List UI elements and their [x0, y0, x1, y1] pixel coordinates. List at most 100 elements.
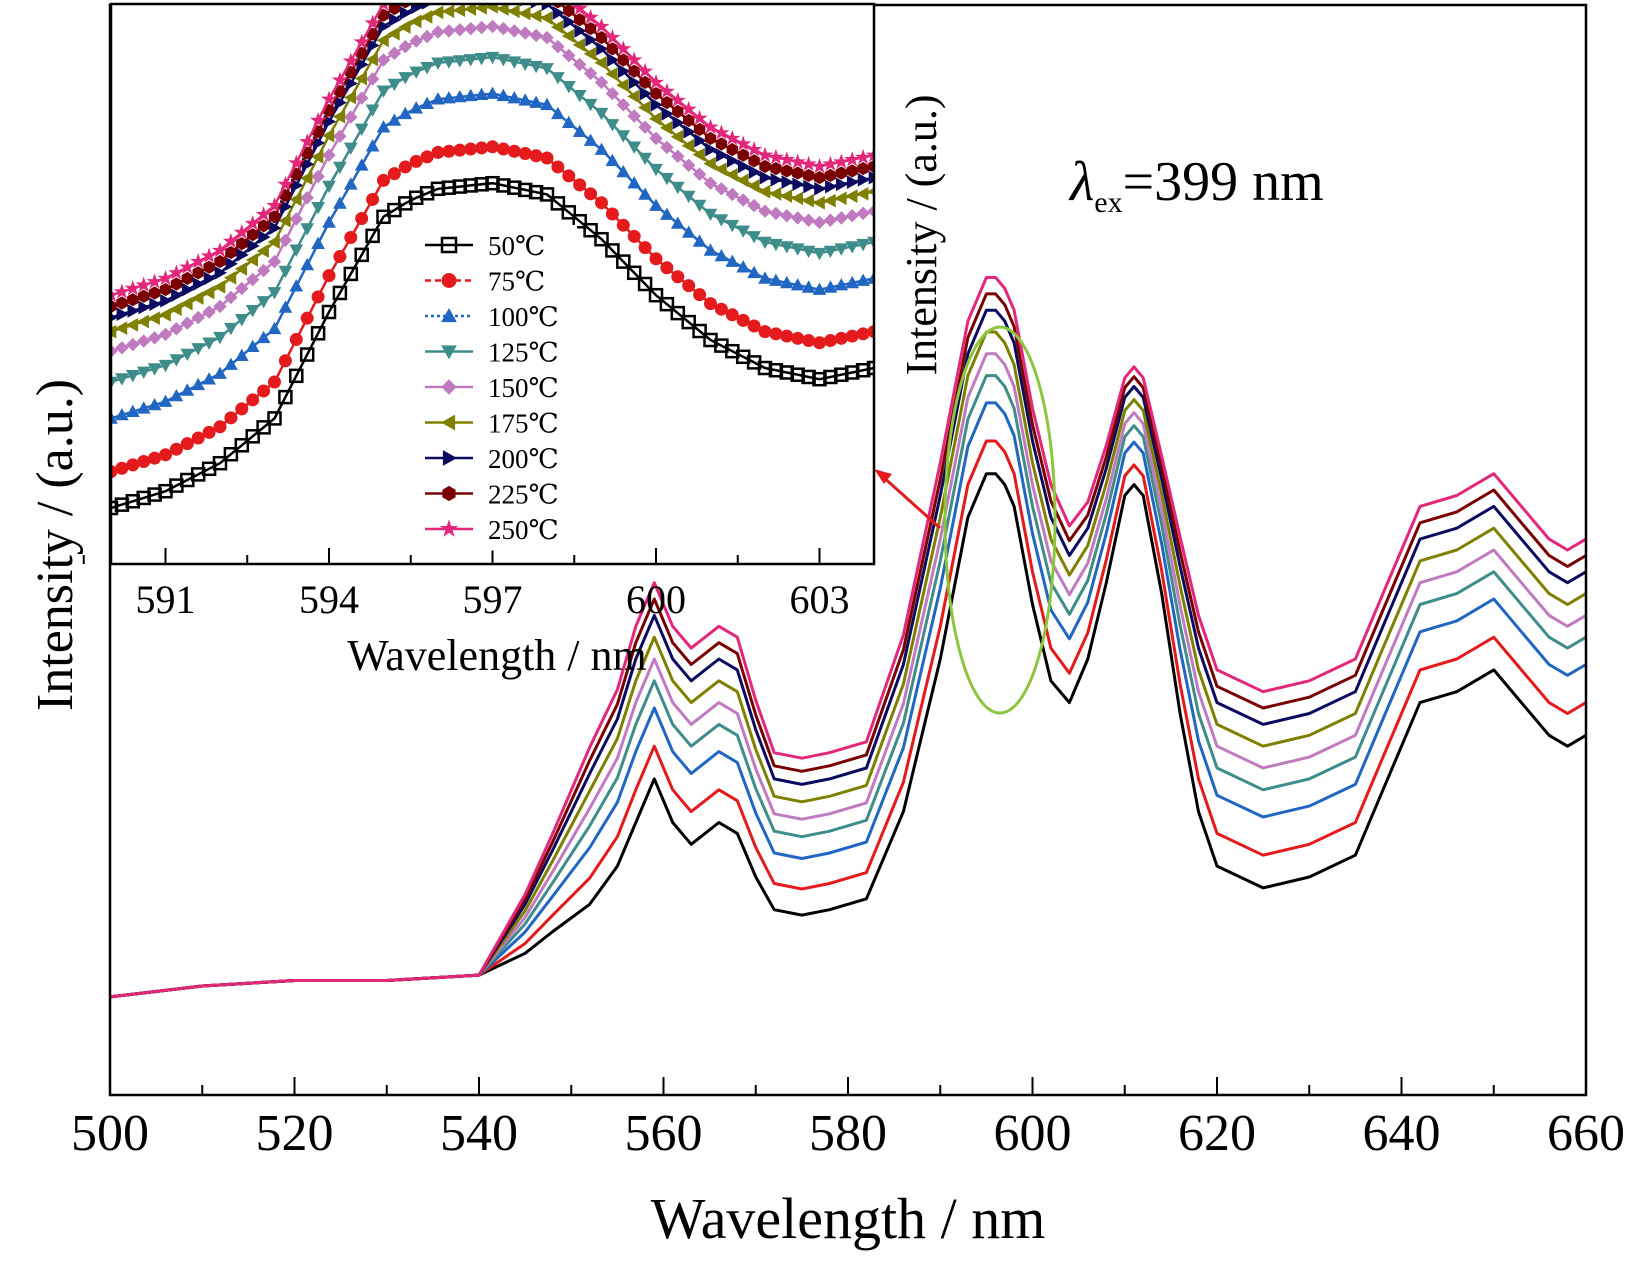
- inset-data-marker: [551, 106, 565, 120]
- inset-data-marker: [756, 146, 774, 163]
- inset-data-marker: [442, 24, 456, 38]
- inset-data-marker: [366, 192, 380, 206]
- inset-data-marker: [823, 280, 838, 293]
- inset-data-marker: [507, 91, 522, 104]
- inset-data-marker: [572, 38, 585, 52]
- inset-data-marker: [661, 106, 674, 121]
- inset-data-marker: [247, 228, 259, 242]
- inset-data-marker: [856, 273, 870, 286]
- inset-data-marker: [111, 344, 118, 358]
- inset-series-100℃: [111, 86, 874, 424]
- main-series-group: [109, 276, 1587, 999]
- inset-data-marker: [202, 305, 216, 319]
- inset-data-marker: [225, 256, 238, 271]
- inset-data-marker: [222, 232, 239, 249]
- inset-data-marker: [703, 156, 716, 171]
- inset-data-marker: [147, 363, 162, 376]
- inset-data-marker: [822, 155, 839, 171]
- legend-entry: 75℃: [425, 267, 545, 297]
- inset-data-marker: [637, 276, 653, 292]
- inset-data-marker: [322, 180, 336, 194]
- inset-data-marker: [605, 67, 618, 81]
- inset-data-marker: [169, 322, 184, 336]
- inset-data-marker: [596, 41, 609, 56]
- legend-label: 200℃: [488, 444, 559, 474]
- inset-data-marker: [736, 173, 749, 188]
- inset-data-marker: [190, 253, 207, 269]
- inset-data-marker: [344, 110, 358, 124]
- inset-data-marker: [387, 26, 400, 41]
- inset-data-marker: [245, 305, 260, 318]
- main-x-tick-label: 520: [256, 1105, 334, 1162]
- inset-data-marker: [355, 211, 369, 225]
- inset-data-marker: [572, 124, 587, 137]
- inset-data-marker: [857, 172, 871, 187]
- inset-data-marker: [202, 372, 216, 385]
- inset-data-marker: [812, 282, 827, 295]
- main-x-tick-label: 580: [809, 1105, 887, 1162]
- inset-data-marker: [844, 151, 861, 167]
- inset-data-marker: [769, 273, 783, 286]
- inset-data-marker: [735, 135, 752, 151]
- inset-data-marker: [191, 291, 204, 305]
- inset-data-marker: [224, 357, 238, 370]
- inset-data-marker: [801, 213, 816, 227]
- inset-data-marker: [278, 300, 293, 313]
- main-series-line-50℃: [109, 472, 1587, 999]
- legend-label: 125℃: [488, 338, 559, 368]
- inset-data-marker: [691, 109, 708, 126]
- inset-data-marker: [518, 6, 531, 21]
- inset-data-marker: [311, 236, 325, 249]
- inset-data-marker: [737, 159, 751, 174]
- inset-data-marker: [115, 407, 129, 421]
- main-x-tick-label: 560: [625, 1105, 703, 1162]
- inset-data-marker: [669, 91, 686, 108]
- inset-data-marker: [856, 238, 870, 252]
- inset-data-marker: [769, 206, 783, 221]
- inset-series-50℃: [111, 175, 874, 516]
- inset-data-marker: [561, 29, 575, 43]
- inset-data-marker: [147, 331, 162, 345]
- inset-data-marker: [148, 286, 161, 300]
- inset-data-marker: [376, 120, 391, 133]
- inset-data-marker: [354, 123, 369, 136]
- inset-data-marker: [714, 214, 729, 227]
- inset-data-marker: [388, 4, 401, 16]
- inset-data-marker: [389, 12, 402, 27]
- inset-data-marker: [235, 402, 249, 416]
- inset-data-marker: [636, 62, 654, 79]
- inset-data-marker: [846, 175, 860, 189]
- inset-data-marker: [255, 206, 272, 222]
- inset-data-marker: [867, 236, 874, 250]
- inset-data-marker: [767, 148, 784, 165]
- inset-data-marker: [823, 193, 836, 208]
- inset-data-marker: [628, 75, 642, 90]
- inset-data-marker: [288, 154, 305, 170]
- inset-data-marker: [333, 250, 347, 264]
- inset-data-marker: [627, 109, 641, 123]
- inset-data-marker: [138, 300, 151, 315]
- main-x-tick-label: 660: [1547, 1105, 1625, 1162]
- inset-data-marker: [389, 4, 400, 5]
- inset-data-marker: [365, 104, 380, 117]
- inset-data-marker: [649, 131, 663, 146]
- inset-data-marker: [561, 205, 577, 220]
- inset-data-marker: [834, 243, 849, 256]
- inset-data-marker: [628, 64, 640, 78]
- inset-data-marker: [466, 0, 477, 1]
- inset-data-marker: [682, 279, 696, 293]
- inset-data-marker: [833, 153, 850, 169]
- inset-data-marker: [714, 248, 729, 262]
- inset-data-marker: [825, 179, 838, 194]
- inset-data-marker: [648, 111, 662, 126]
- inset-data-marker: [289, 279, 304, 292]
- inset-data-marker: [116, 307, 129, 322]
- inset-data-marker: [660, 261, 674, 275]
- inset-data-marker: [159, 448, 172, 462]
- inset-data-marker: [759, 159, 771, 173]
- legend-marker: [440, 414, 456, 431]
- inset-data-marker: [212, 455, 228, 471]
- main-x-tick-label: 640: [1363, 1105, 1441, 1162]
- inset-data-marker: [594, 75, 609, 90]
- inset-data-marker: [116, 296, 128, 310]
